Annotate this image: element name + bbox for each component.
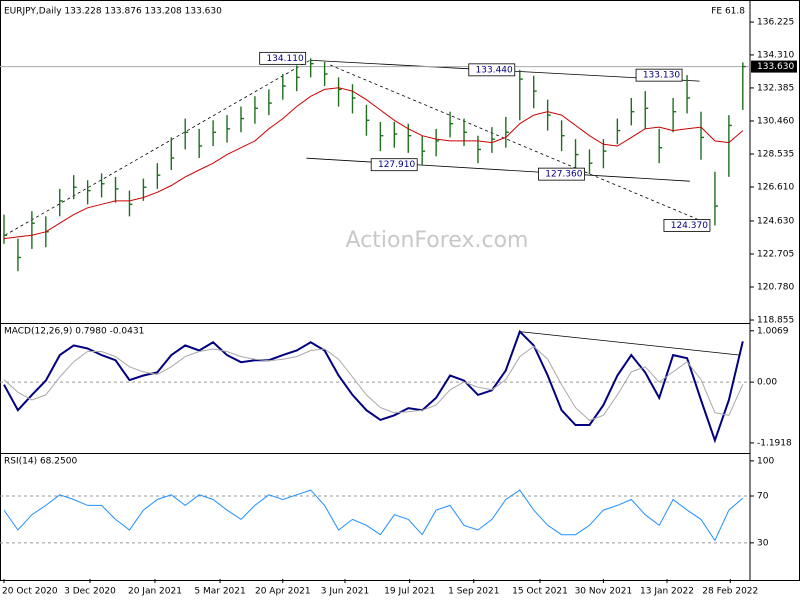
annotation-box [538,167,585,181]
x-tick-label: 3 Dec 2020 [64,587,116,597]
x-tick-label: 30 Nov 2021 [575,587,633,597]
y-tick-label: 136.225 [757,18,794,28]
moving-average [3,87,744,240]
trendline [4,59,311,236]
y-tick-label: 118.855 [757,316,794,326]
x-tick-label: 13 Jan 2022 [640,587,694,597]
y-tick-label: 30 [757,538,769,548]
annotation-box [259,51,307,65]
annotation-label: 133.440 [476,65,513,75]
x-tick-label: 3 Jun 2021 [321,587,369,597]
y-tick-label: 0.00 [757,378,777,388]
subtitle: FE 61.8 [711,7,745,17]
panel-title: RSI(14) 68.2500 [4,457,77,467]
macd-line [3,329,744,444]
last-price-label: 133.630 [757,62,794,72]
annotation-box [370,158,418,172]
watermark: ActionForex.com [346,228,529,253]
y-tick-label: -1.1918 [757,438,792,448]
annotation-label: 127.360 [545,170,582,180]
panel-title: EURJPY,Daily 133.228 133.876 133.208 133… [4,7,222,17]
annotation-label: 124.370 [671,221,708,231]
annotation-box [663,219,711,232]
trendline [330,64,710,225]
x-tick-label: 20 Oct 2020 [2,587,58,597]
y-tick-label: 134.310 [757,50,794,60]
annotation-box [468,63,516,77]
y-tick-label: 126.610 [757,183,794,193]
x-tick-label: 28 Feb 2022 [702,587,758,597]
y-tick-label: 70 [757,492,769,502]
x-tick-label: 20 Jan 2021 [128,587,182,597]
trendline [306,157,690,182]
trendline [519,331,741,356]
y-tick-label: 130.460 [757,116,794,126]
y-tick-label: 132.385 [757,83,794,93]
y-tick-label: 124.630 [757,216,794,226]
y-tick-label: 120.780 [757,283,794,293]
x-tick-label: 19 Jul 2021 [384,587,435,597]
annotation-label: 134.110 [266,54,303,64]
annotation-box [635,68,683,82]
panel-title: MACD(12,26,9) 0.7980 -0.0431 [4,327,144,337]
y-tick-label: 100 [757,456,774,466]
x-tick-label: 20 Apr 2021 [255,587,311,597]
x-tick-label: 15 Oct 2021 [512,587,568,597]
macd-line [3,345,744,421]
rsi-line [3,489,744,542]
y-tick-label: 122.705 [757,249,794,259]
annotation-label: 127.910 [378,160,415,170]
x-tick-label: 5 Mar 2021 [194,587,245,597]
x-tick-label: 1 Sep 2021 [448,587,499,597]
y-tick-label: 128.535 [757,149,794,159]
last-price-box [751,60,797,73]
annotation-label: 133.130 [643,71,680,81]
y-tick-label: 1.0069 [757,326,789,336]
